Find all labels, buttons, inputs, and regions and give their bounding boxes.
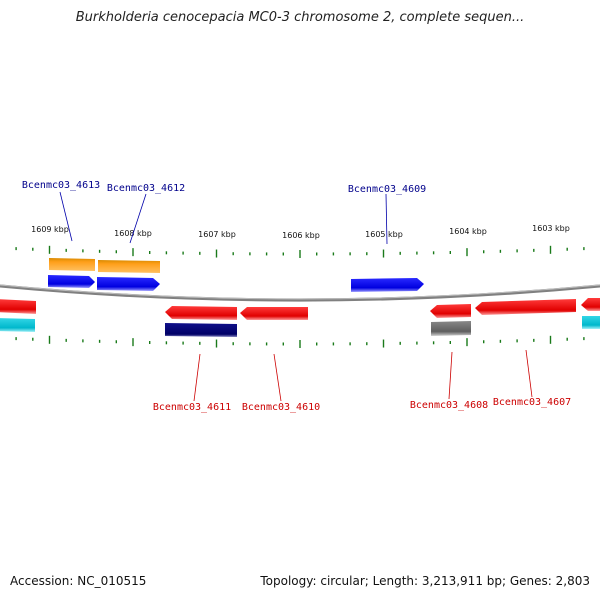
kbp-label-1604: 1604 kbp — [449, 227, 487, 236]
gene-label-bcenmc03-4613[interactable]: Bcenmc03_4613 — [22, 180, 100, 191]
kbp-label-1607: 1607 kbp — [198, 230, 236, 239]
gene-feature[interactable] — [581, 298, 600, 311]
gene-label-bcenmc03-4607[interactable]: Bcenmc03_4607 — [493, 397, 571, 408]
callout-line — [59, 191, 73, 242]
gene-feature-bcenmc03-4608[interactable] — [430, 304, 471, 318]
genome-summary-text: Topology: circular; Length: 3,213,911 bp… — [260, 574, 590, 588]
callout-line — [129, 193, 147, 244]
chart-title: Burkholderia cenocepacia MC0-3 chromosom… — [75, 10, 525, 25]
kbp-labels: 1609 kbp 1608 kbp 1607 kbp 1606 kbp 1605… — [31, 224, 570, 240]
accession-text: Accession: NC_010515 — [10, 574, 147, 588]
tick-row-top — [15, 245, 585, 258]
gene-feature[interactable] — [0, 318, 35, 332]
gene-feature-bcenmc03-4611[interactable] — [165, 306, 237, 320]
gene-label-bcenmc03-4609[interactable]: Bcenmc03_4609 — [348, 184, 426, 195]
callout-line — [525, 349, 533, 398]
gene-feature-bcenmc03-4609[interactable] — [351, 278, 424, 292]
reverse-strand-features — [0, 298, 600, 337]
gene-feature-bcenmc03-4613[interactable] — [48, 275, 95, 288]
gene-feature-bcenmc03-4607[interactable] — [475, 299, 576, 315]
gene-feature[interactable] — [49, 258, 95, 271]
callout-line — [448, 351, 453, 400]
forward-strand-features — [48, 258, 424, 292]
callout-line — [273, 353, 282, 402]
gene-callouts — [59, 191, 533, 402]
kbp-label-1606: 1606 kbp — [282, 231, 320, 240]
kbp-label-1605: 1605 kbp — [365, 230, 403, 239]
gene-feature-bcenmc03-4610[interactable] — [240, 307, 308, 320]
gene-feature[interactable] — [582, 316, 600, 329]
gene-label-bcenmc03-4610[interactable]: Bcenmc03_4610 — [242, 402, 320, 413]
callout-line — [385, 193, 388, 245]
kbp-label-1603: 1603 kbp — [532, 224, 570, 233]
gene-feature[interactable] — [98, 260, 160, 273]
genome-backbone — [0, 284, 600, 302]
genome-backbone-highlight — [0, 284, 600, 300]
gene-feature-bcenmc03-4612[interactable] — [97, 277, 160, 291]
gene-feature[interactable] — [0, 299, 36, 314]
callout-line — [193, 353, 201, 402]
kbp-label-1609: 1609 kbp — [31, 225, 69, 234]
gene-label-bcenmc03-4612[interactable]: Bcenmc03_4612 — [107, 183, 185, 194]
gene-labels: Bcenmc03_4613 Bcenmc03_4612 Bcenmc03_460… — [22, 180, 571, 413]
gene-label-bcenmc03-4608[interactable]: Bcenmc03_4608 — [410, 400, 488, 411]
gene-feature[interactable] — [431, 321, 471, 336]
gene-feature[interactable] — [165, 323, 237, 337]
tick-row-bottom — [15, 335, 585, 348]
gene-label-bcenmc03-4611[interactable]: Bcenmc03_4611 — [153, 402, 231, 413]
